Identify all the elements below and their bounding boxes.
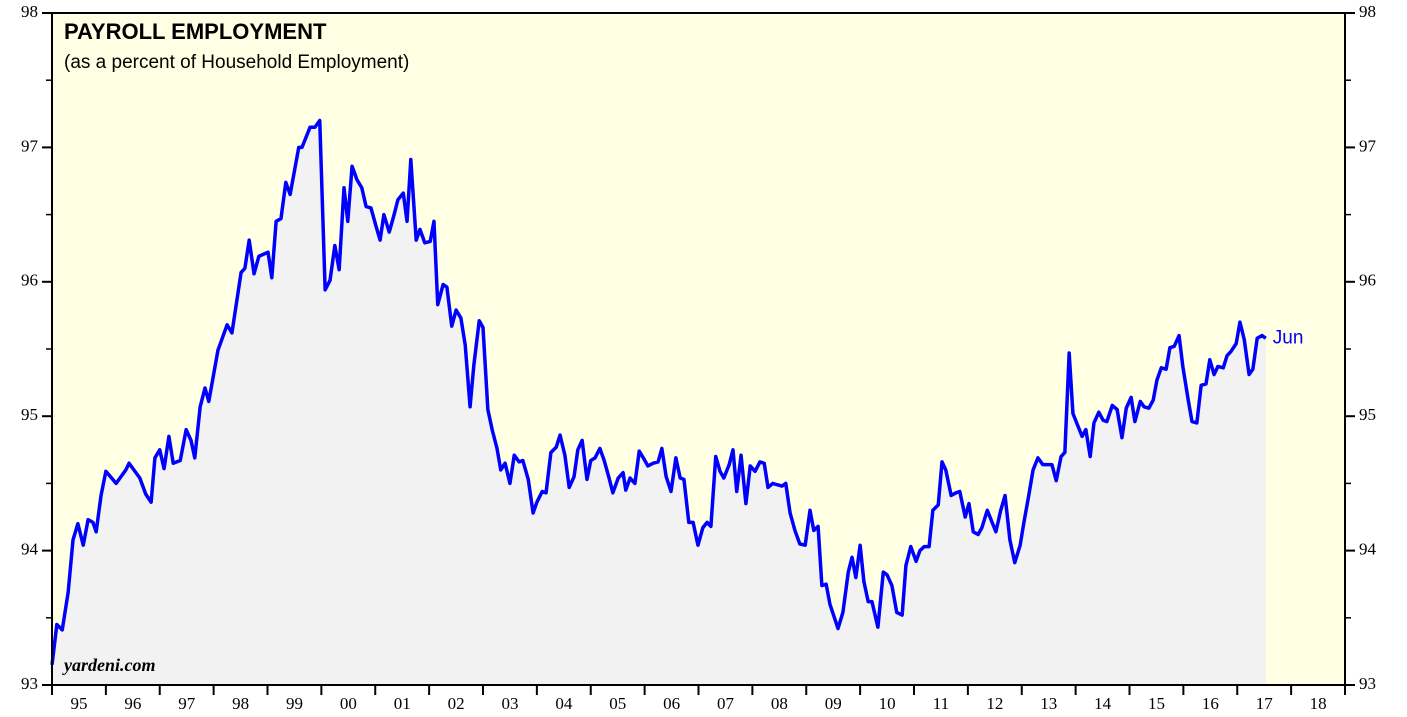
y-tick-label-right: 93	[1359, 674, 1376, 693]
y-tick-label-right: 95	[1359, 405, 1376, 424]
x-tick-label: 15	[1148, 694, 1165, 713]
area-fill	[52, 120, 1266, 685]
x-tick-label: 00	[340, 694, 357, 713]
x-tick-label: 03	[501, 694, 518, 713]
x-tick-label: 05	[609, 694, 626, 713]
x-tick-label: 13	[1040, 694, 1057, 713]
x-tick-label: 95	[70, 694, 87, 713]
y-tick-label: 95	[21, 405, 38, 424]
x-tick-label: 06	[663, 694, 680, 713]
x-tick-label: 99	[286, 694, 303, 713]
x-tick-label: 02	[448, 694, 465, 713]
y-tick-label: 96	[21, 271, 38, 290]
y-tick-label-right: 94	[1359, 540, 1377, 559]
source: yardeni.com	[62, 655, 156, 675]
y-tick-label: 98	[21, 2, 38, 21]
annotation: Jun	[1273, 327, 1304, 348]
x-tick-label: 17	[1256, 694, 1274, 713]
y-tick-label: 94	[21, 540, 39, 559]
x-tick-label: 97	[178, 694, 196, 713]
chart-title: PAYROLL EMPLOYMENT	[64, 19, 327, 44]
data-line	[50, 118, 1267, 666]
x-tick-label: 14	[1094, 694, 1112, 713]
x-tick-label: 09	[825, 694, 842, 713]
y-tick-label-right: 97	[1359, 136, 1377, 155]
y-tick-label: 93	[21, 674, 38, 693]
x-tick-label: 08	[771, 694, 788, 713]
x-tick-label: 01	[394, 694, 411, 713]
chart-layer: Jun 93 93 94 94 95 95 96 96 97 97 98 98 95 96 97 98 99 00 0…	[21, 2, 1377, 713]
x-tick-label: 10	[879, 694, 896, 713]
chart-subtitle: (as a percent of Household Employment)	[64, 52, 409, 73]
x-tick-label: 98	[232, 694, 249, 713]
x-tick-label: 04	[555, 694, 573, 713]
x-tick-label: 07	[717, 694, 735, 713]
y-tick-label-right: 98	[1359, 2, 1376, 21]
x-tick-label: 18	[1310, 694, 1327, 713]
x-tick-label: 12	[986, 694, 1003, 713]
x-tick-label: 11	[933, 694, 949, 713]
x-tick-label: 96	[124, 694, 141, 713]
x-tick-label: 16	[1202, 694, 1219, 713]
y-tick-label: 97	[21, 136, 39, 155]
y-tick-label-right: 96	[1359, 271, 1376, 290]
